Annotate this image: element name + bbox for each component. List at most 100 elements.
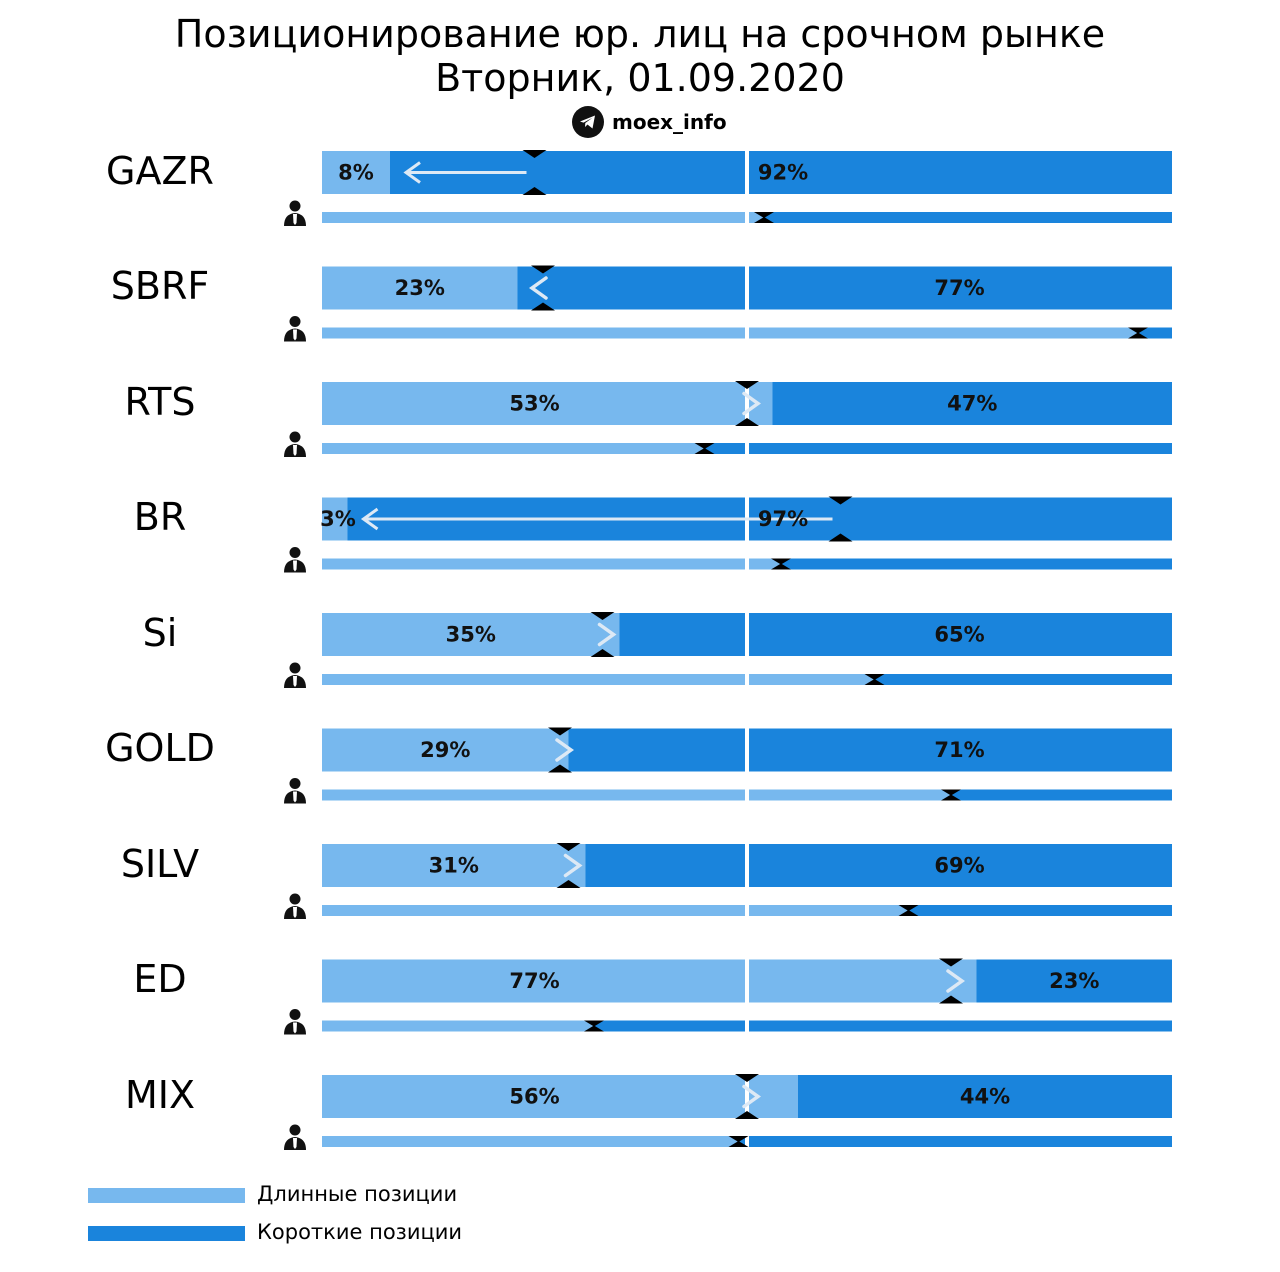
change-arrow-head <box>403 161 421 184</box>
change-arrow <box>597 622 617 647</box>
persons-long-bar <box>322 789 951 801</box>
ticker-label-ed: ED <box>133 957 187 1001</box>
center-divider <box>745 380 749 427</box>
persons-short-bar <box>781 558 1172 570</box>
persons-short-bar <box>738 1136 1172 1147</box>
short-bar <box>585 844 1172 887</box>
long-value-label: 8% <box>338 161 374 185</box>
persons-long-bar <box>322 212 764 223</box>
person-icon-body <box>284 1021 306 1035</box>
long-value-label: 3% <box>320 507 356 531</box>
person-icon <box>289 316 301 327</box>
long-value-label: 77% <box>509 969 559 993</box>
brand-name: moex_info <box>612 110 727 134</box>
long-bar <box>322 266 518 310</box>
person-icon-tie <box>293 1022 297 1034</box>
persons-marker-top <box>754 212 774 218</box>
prev-position-marker-top <box>590 612 615 620</box>
long-value-label: 23% <box>395 276 445 300</box>
person-icon-tie <box>293 560 297 572</box>
center-divider <box>745 495 749 543</box>
prev-position-marker-top <box>735 1074 759 1082</box>
ticker-label-sbrf: SBRF <box>110 264 210 308</box>
short-value-label: 47% <box>947 392 997 416</box>
persons-short-bar <box>951 789 1172 801</box>
prev-position-marker-top <box>531 265 555 274</box>
long-value-label: 53% <box>509 392 559 416</box>
persons-marker-bottom <box>898 910 919 916</box>
long-bar <box>322 844 586 887</box>
persons-long-bar <box>322 674 875 685</box>
long-bar <box>322 728 569 772</box>
persons-marker-bottom <box>941 794 961 801</box>
change-arrow <box>742 391 762 416</box>
prev-position-marker-bottom <box>531 302 555 311</box>
person-icon <box>289 893 301 905</box>
prev-position-marker-bottom <box>548 764 572 773</box>
persons-long-bar <box>322 905 909 916</box>
center-divider-small <box>745 442 749 455</box>
short-bar <box>568 728 1172 772</box>
prev-position-marker-bottom <box>735 1111 759 1119</box>
center-divider-small <box>745 557 749 571</box>
ticker-label-mix: MIX <box>124 1072 196 1117</box>
prev-position-marker-bottom <box>735 418 759 426</box>
short-value-label: 71% <box>934 738 984 762</box>
short-bar <box>347 497 1172 541</box>
long-value-label: 56% <box>509 1085 559 1109</box>
persons-marker-bottom <box>771 563 791 570</box>
persons-short-bar <box>594 1020 1172 1032</box>
persons-long-bar <box>322 1136 739 1147</box>
brand-badge[interactable]: moex_info <box>572 104 727 140</box>
short-bar <box>517 266 1172 310</box>
center-divider <box>745 842 749 889</box>
ticker-label-gazr: GAZR <box>106 148 214 193</box>
ticker-label-gold: GOLD <box>105 726 215 770</box>
persons-marker-top <box>941 789 961 796</box>
persons-marker-top <box>864 674 885 680</box>
prev-position-marker-top <box>522 150 547 158</box>
legend-long-swatch <box>88 1188 245 1203</box>
chart-subtitle: Вторник, 01.09.2020 <box>435 56 845 100</box>
ticker-label-si: Si <box>142 610 178 655</box>
legend-short-swatch <box>88 1226 245 1241</box>
person-icon <box>289 1009 301 1020</box>
persons-marker-bottom <box>864 679 885 685</box>
persons-marker-top <box>1128 327 1148 334</box>
long-bar <box>322 382 773 425</box>
persons-long-bar <box>322 558 781 570</box>
change-arrow-head <box>360 507 379 531</box>
long-value-label: 29% <box>420 738 470 762</box>
person-icon-body <box>284 328 306 342</box>
ticker-label-silv: SILV <box>120 841 200 886</box>
person-icon-tie <box>293 214 297 225</box>
person-icon <box>289 778 301 789</box>
long-value-label: 35% <box>446 623 496 647</box>
center-divider-small <box>745 904 749 917</box>
short-value-label: 77% <box>934 276 984 300</box>
persons-long-bar <box>322 1020 594 1032</box>
person-icon-tie <box>293 329 297 341</box>
person-icon-body <box>284 675 306 688</box>
person-icon-body <box>284 213 306 226</box>
prev-position-marker-top <box>828 496 853 505</box>
person-icon-tie <box>293 907 297 918</box>
persons-marker-bottom <box>694 448 715 454</box>
ticker-label-rts: RTS <box>124 379 196 424</box>
telegram-icon <box>572 106 604 138</box>
person-icon-body <box>284 790 306 804</box>
persons-marker-bottom <box>1128 332 1148 339</box>
change-arrow <box>563 853 583 878</box>
short-bar <box>772 382 1172 425</box>
persons-marker-top <box>584 1020 604 1027</box>
person-icon <box>289 431 301 443</box>
short-value-label: 23% <box>1049 969 1099 993</box>
prev-position-marker-bottom <box>522 187 547 195</box>
person-icon-body <box>284 1137 306 1150</box>
persons-short-bar <box>1138 327 1172 339</box>
short-bar <box>619 613 1172 656</box>
persons-marker-bottom <box>584 1025 604 1032</box>
change-arrow <box>946 969 966 993</box>
person-icon <box>289 200 301 212</box>
center-divider-small <box>745 326 749 340</box>
